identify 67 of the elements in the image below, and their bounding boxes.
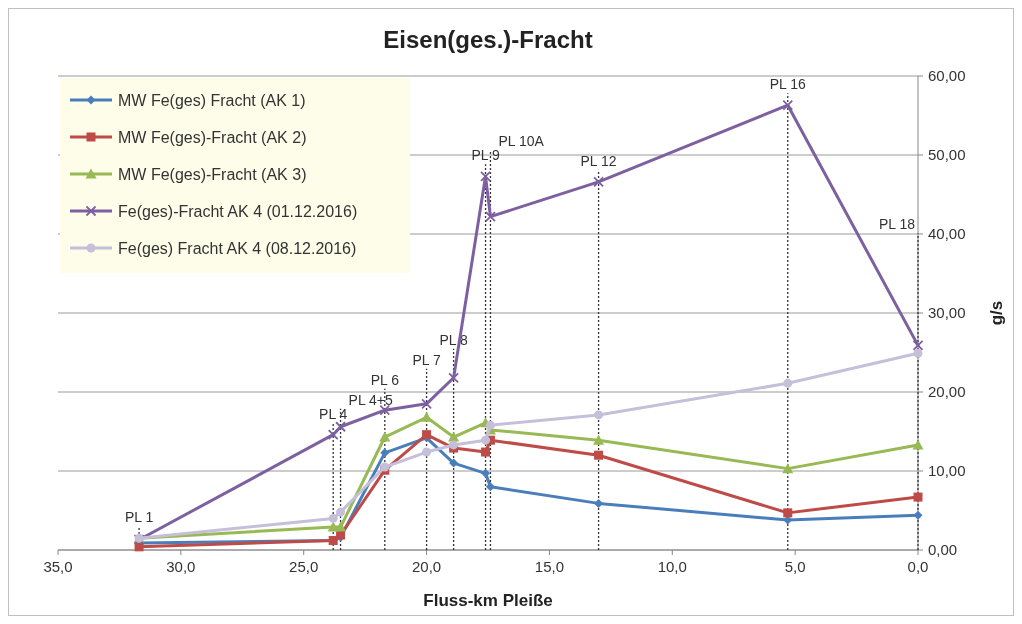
- point: [379, 404, 391, 416]
- x-tick-label: 0,0: [907, 558, 929, 575]
- y-tick-label: 60,00: [928, 67, 966, 84]
- x-axis-title: Fluss-km Pleiße: [423, 591, 553, 610]
- x-tick-label: 35,0: [43, 558, 73, 575]
- ref-line-label: PL 9: [471, 147, 500, 164]
- point: [481, 468, 491, 478]
- y-tick-label: 20,00: [928, 383, 966, 400]
- point: [422, 447, 432, 457]
- ref-line-label: PL 4+5: [348, 391, 394, 408]
- point: [379, 431, 391, 442]
- legend-label: Fe(ges) Fracht AK 4 (08.12.2016): [118, 240, 357, 257]
- y-tick-label: 50,00: [928, 146, 966, 163]
- x-tick-label: 10,0: [657, 558, 687, 575]
- point: [485, 420, 495, 430]
- point: [912, 439, 924, 450]
- point: [335, 521, 347, 532]
- point: [485, 211, 496, 223]
- point: [913, 492, 923, 502]
- legend-label: MW Fe(ges) Fracht (AK 1): [118, 92, 306, 109]
- point: [913, 348, 923, 358]
- point: [594, 450, 604, 460]
- y-tick-label: 30,00: [928, 304, 966, 321]
- x-tick-label: 30,0: [166, 558, 196, 575]
- ref-line-label: PL 4: [319, 405, 348, 422]
- legend-label: MW Fe(ges)-Fracht (AK 2): [118, 129, 307, 146]
- point: [335, 421, 346, 433]
- x-tick-label: 20,0: [411, 558, 442, 575]
- legend-label: MW Fe(ges)-Fracht (AK 3): [118, 166, 307, 183]
- ref-line-label: PL 10A: [498, 133, 545, 150]
- point: [327, 429, 339, 441]
- point: [912, 339, 924, 351]
- y-axis-title: g/s: [987, 300, 1006, 326]
- ref-line-label: PL 8: [439, 331, 468, 348]
- point: [336, 507, 346, 517]
- y-tick-label: 10,00: [928, 462, 966, 479]
- y-tick-label: 40,00: [928, 225, 966, 242]
- point: [783, 508, 793, 518]
- legend-label: Fe(ges)-Fracht AK 4 (01.12.2016): [118, 203, 358, 220]
- point: [328, 513, 338, 523]
- point: [594, 498, 604, 508]
- point: [913, 510, 923, 520]
- chart-title: Eisen(ges.)-Fracht: [383, 26, 593, 53]
- ref-line-label: PL 1: [124, 509, 154, 526]
- x-tick-label: 15,0: [534, 558, 565, 575]
- point: [421, 398, 432, 410]
- x-tick-label: 25,0: [289, 558, 319, 575]
- ref-line-label: PL 18: [878, 216, 916, 233]
- point: [782, 463, 794, 474]
- point: [485, 482, 495, 492]
- point: [481, 435, 491, 445]
- point: [593, 434, 605, 445]
- ref-line-label: PL 7: [412, 351, 441, 368]
- point: [594, 410, 604, 420]
- ref-line-label: PL 16: [769, 76, 807, 93]
- point: [783, 378, 793, 388]
- point: [448, 372, 459, 384]
- point: [782, 99, 794, 111]
- point: [380, 448, 390, 458]
- point: [593, 176, 604, 188]
- point: [481, 447, 491, 457]
- point: [480, 170, 491, 182]
- x-tick-label: 5,0: [784, 558, 806, 575]
- y-tick-label: 0,00: [928, 541, 958, 558]
- ref-line-label: PL 12: [580, 152, 617, 169]
- ref-line-label: PL 6: [370, 371, 400, 388]
- point: [449, 458, 459, 468]
